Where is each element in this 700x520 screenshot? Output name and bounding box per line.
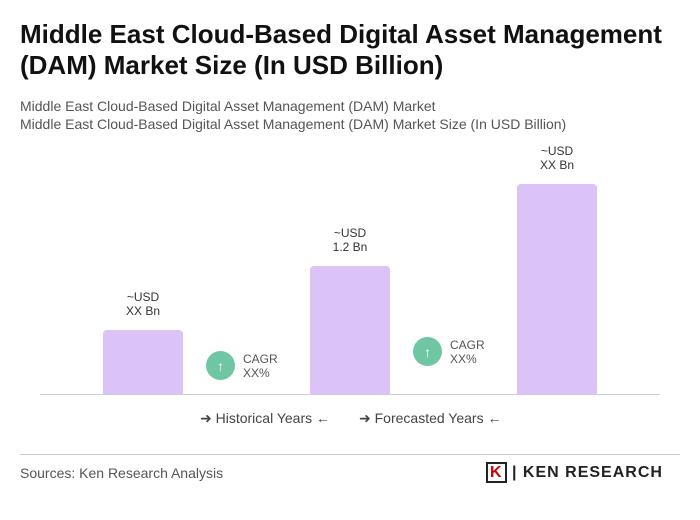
x-axis [40,394,660,395]
legend-historical: ➜ Historical Years ← [200,410,331,426]
cagr-value: XX% [243,365,270,380]
bar [310,266,390,394]
page-title: Middle East Cloud-Based Digital Asset Ma… [20,19,662,80]
bar [517,184,597,394]
legend-forecasted: ➜ Forecasted Years ← [359,410,502,426]
cagr-badge: ↑ CAGR XX% [206,351,278,380]
bar [103,330,183,394]
cagr-label: CAGR [450,337,485,352]
subtitle: Middle East Cloud-Based Digital Asset Ma… [20,116,567,132]
cagr-badge: ↑ CAGR XX% [413,337,485,366]
legend-label: Forecasted Years [374,410,484,426]
legend-label: Historical Years [215,410,313,426]
data-label: ~USD 1.2 Bn [332,226,368,255]
ken-research-logo: K | KEN RESEARCH [486,462,663,483]
arrow-up-icon: ↑ [206,351,235,380]
cagr-value: XX% [450,351,477,366]
arrow-up-icon: ↑ [413,337,442,366]
divider [20,454,680,455]
cagr-label: CAGR [243,351,278,366]
sources: Sources: Ken Research Analysis [20,465,224,481]
subtitle: Middle East Cloud-Based Digital Asset Ma… [20,98,436,114]
data-label: ~USD XX Bn [539,144,575,172]
data-label: ~USD XX Bn [125,290,161,319]
